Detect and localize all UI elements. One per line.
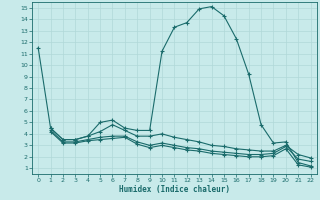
X-axis label: Humidex (Indice chaleur): Humidex (Indice chaleur) (119, 185, 230, 194)
